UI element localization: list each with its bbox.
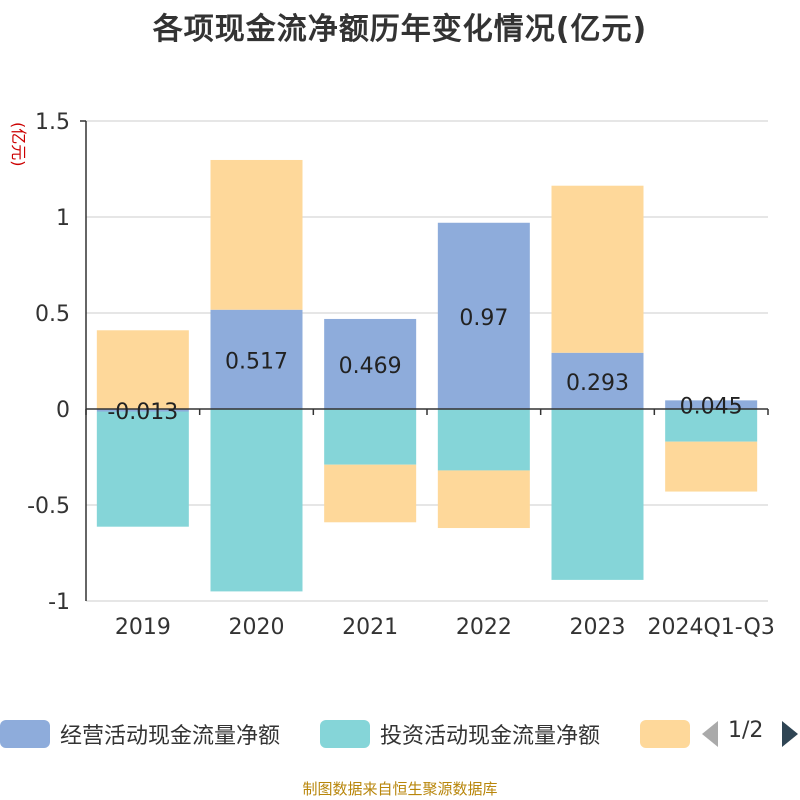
chart-title: 各项现金流净额历年变化情况(亿元) [152, 12, 648, 47]
x-tick-label: 2020 [229, 615, 285, 640]
y-tick-label: -1 [48, 590, 70, 615]
bar-third-2021 [324, 464, 417, 523]
bar-investing-2021 [324, 409, 417, 465]
data-label: 0.517 [225, 349, 288, 374]
y-tick-label: 0 [56, 398, 70, 423]
data-label: 0.97 [459, 306, 508, 331]
bar-investing-2019 [96, 411, 189, 527]
bar-investing-2022 [437, 409, 530, 471]
x-tick-label: 2022 [456, 615, 512, 640]
bar-operating-2023 [551, 352, 644, 409]
x-tick-label: 2019 [115, 615, 171, 640]
legend-label-operating: 经营活动现金流量净额 [60, 724, 281, 749]
y-tick-label: 1 [56, 206, 70, 231]
bar-operating-2021 [324, 318, 417, 409]
legend-next-page-icon[interactable] [782, 721, 798, 747]
bar-investing-2023 [551, 409, 644, 580]
bar-operating-2019 [96, 409, 189, 412]
legend-swatch-third [640, 720, 690, 748]
legend-swatch-operating [0, 720, 50, 748]
legend-item-third[interactable] [640, 712, 700, 756]
data-label: 0.045 [680, 395, 743, 420]
bar-operating-2022 [437, 222, 530, 409]
data-source-note: 制图数据来自恒生聚源数据库 [302, 780, 498, 798]
bar-third-2020 [210, 159, 303, 310]
bar-investing-2024Q1-Q3 [665, 409, 758, 442]
legend-prev-page-icon[interactable] [702, 721, 718, 747]
x-tick-label: 2023 [570, 615, 626, 640]
y-tick-label: 0.5 [35, 302, 70, 327]
bar-operating-2020 [210, 309, 303, 409]
data-label: -0.013 [107, 400, 178, 425]
legend-page-indicator: 1/2 [728, 718, 764, 743]
bar-third-2024Q1-Q3 [665, 441, 758, 492]
stacked-bar-chart: -1 -0.5 0 0.5 1 1.5 2019 2020 2021 2022 2023 2024Q1… [27, 110, 775, 640]
bar-investing-2020 [210, 409, 303, 592]
legend-item-investing[interactable]: 投资活动现金流量净额 [320, 712, 600, 756]
bar-third-2022 [437, 470, 530, 529]
bar-third-2023 [551, 185, 644, 353]
y-axis-unit: (亿元) [9, 122, 28, 167]
legend-item-operating[interactable]: 经营活动现金流量净额 [0, 712, 280, 756]
data-label: 0.469 [339, 354, 402, 379]
x-tick-label: 2024Q1-Q3 [647, 615, 774, 640]
x-tick-label: 2021 [342, 615, 398, 640]
bar-third-2019 [96, 330, 189, 409]
y-tick-label: -0.5 [27, 494, 70, 519]
y-tick-label: 1.5 [35, 110, 70, 135]
data-label: 0.293 [566, 371, 629, 396]
legend: 经营活动现金流量净额 投资活动现金流量净额 1/2 [0, 712, 800, 756]
bar-operating-2024Q1-Q3 [665, 400, 758, 409]
legend-label-investing: 投资活动现金流量净额 [380, 724, 601, 749]
legend-swatch-investing [320, 720, 370, 748]
